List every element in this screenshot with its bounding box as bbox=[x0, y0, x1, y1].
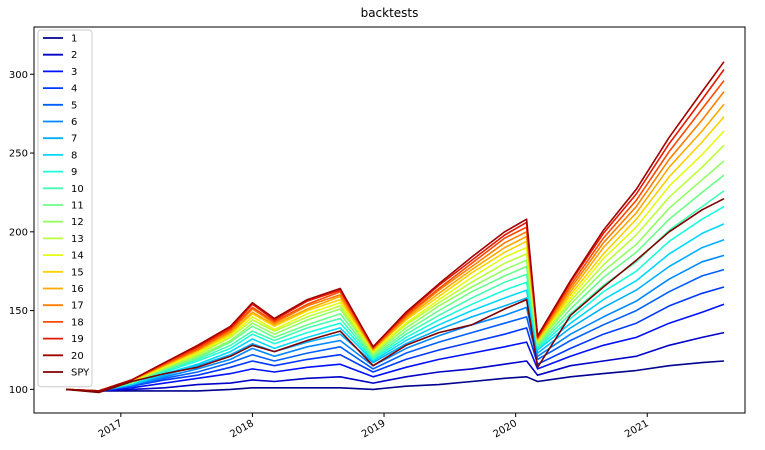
series-line-10 bbox=[65, 190, 725, 392]
x-tick-label: 2018 bbox=[228, 418, 256, 440]
series-line-6 bbox=[65, 254, 725, 392]
series-line-19 bbox=[65, 69, 725, 392]
y-tick-label: 100 bbox=[9, 385, 28, 396]
legend-label-7: 7 bbox=[71, 134, 77, 145]
series-line-8 bbox=[65, 223, 725, 392]
series-line-13 bbox=[65, 144, 725, 392]
legend-label-10: 10 bbox=[71, 184, 84, 195]
plot-frame bbox=[33, 26, 746, 414]
series-line-12 bbox=[65, 160, 725, 392]
legend-label-spy: SPY bbox=[71, 368, 90, 379]
x-axis: 2017 2018 2019 2020 2021 bbox=[97, 413, 651, 440]
legend-label-6: 6 bbox=[71, 117, 77, 128]
legend-label-17: 17 bbox=[71, 301, 84, 312]
legend-label-3: 3 bbox=[71, 67, 77, 78]
series-line-20 bbox=[65, 61, 725, 392]
legend-box bbox=[37, 29, 93, 388]
y-tick-label: 150 bbox=[9, 306, 28, 317]
legend-label-14: 14 bbox=[71, 251, 84, 262]
series-line-15 bbox=[65, 116, 725, 392]
legend-label-19: 19 bbox=[71, 334, 84, 345]
series-line-1 bbox=[65, 360, 725, 392]
legend-label-18: 18 bbox=[71, 317, 84, 328]
chart-title: backtests bbox=[361, 6, 419, 20]
series-line-9 bbox=[65, 205, 725, 392]
y-axis: 100 150 200 250 300 bbox=[9, 70, 34, 396]
series-line-4 bbox=[65, 286, 725, 392]
series-line-17 bbox=[65, 91, 725, 392]
series-line-18 bbox=[65, 80, 725, 392]
y-tick-label: 300 bbox=[9, 70, 28, 81]
series-line-3 bbox=[65, 303, 725, 392]
x-tick-label: 2017 bbox=[97, 418, 125, 440]
legend-label-8: 8 bbox=[71, 150, 77, 161]
legend-label-11: 11 bbox=[71, 201, 84, 212]
legend-label-16: 16 bbox=[71, 284, 84, 295]
series-line-14 bbox=[65, 130, 725, 392]
y-tick-label: 200 bbox=[9, 227, 28, 238]
series-line-11 bbox=[65, 174, 725, 392]
legend-label-5: 5 bbox=[71, 100, 77, 111]
y-tick-label: 250 bbox=[9, 149, 28, 160]
legend-label-9: 9 bbox=[71, 167, 77, 178]
series-line-spy bbox=[65, 197, 725, 394]
series-lines bbox=[65, 61, 725, 394]
x-tick-label: 2020 bbox=[492, 418, 520, 440]
x-tick-label: 2021 bbox=[623, 418, 651, 440]
x-tick-label: 2019 bbox=[360, 418, 388, 440]
legend-label-4: 4 bbox=[71, 84, 77, 95]
legend-label-20: 20 bbox=[71, 351, 84, 362]
legend-label-12: 12 bbox=[71, 217, 84, 228]
series-line-5 bbox=[65, 268, 725, 392]
legend-label-13: 13 bbox=[71, 234, 84, 245]
series-line-2 bbox=[65, 331, 725, 392]
legend-label-15: 15 bbox=[71, 267, 84, 278]
legend-label-1: 1 bbox=[71, 34, 77, 45]
legend-label-2: 2 bbox=[71, 50, 77, 61]
